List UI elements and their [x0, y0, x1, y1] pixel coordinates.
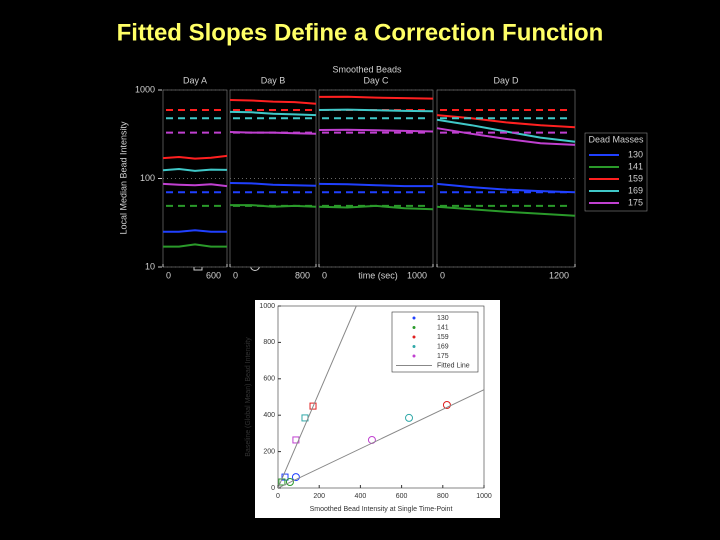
- y-tick-label: 100: [140, 173, 155, 183]
- legend-label: 175: [437, 353, 449, 360]
- y-tick-label: 0: [271, 485, 275, 492]
- x-axis-label: time (sec): [358, 270, 398, 280]
- series-line: [318, 108, 434, 113]
- series-line: [162, 182, 228, 188]
- y-tick-label: 1000: [135, 84, 155, 94]
- legend-label: 175: [628, 197, 643, 207]
- legend-swatch: [412, 326, 416, 329]
- x-tick-label: 800: [437, 493, 449, 500]
- series-line: [163, 229, 227, 233]
- x-tick-label: 0: [166, 270, 171, 280]
- series-line: [318, 128, 434, 133]
- legend-label: 169: [437, 343, 449, 350]
- x-tick-label: 600: [396, 493, 408, 500]
- legend-label: 141: [628, 161, 643, 171]
- series-line: [436, 182, 576, 194]
- x-tick-label: 0: [233, 270, 238, 280]
- y-axis-label: Local Median Bead Intensity: [118, 121, 128, 235]
- x-tick-label: 800: [295, 270, 310, 280]
- series-line: [318, 95, 434, 100]
- panel-title: Day A: [183, 75, 207, 85]
- panel: [229, 89, 317, 268]
- point: [405, 413, 414, 422]
- legend: [584, 132, 648, 212]
- legend-swatch: [412, 345, 416, 348]
- series-line: [436, 114, 576, 129]
- slide-title: Fitted Slopes Define a Correction Functi…: [117, 19, 604, 46]
- x-tick-label: 0: [440, 270, 445, 280]
- legend-label: 169: [628, 185, 643, 195]
- y-tick-label: 400: [263, 412, 275, 419]
- legend-title: Dead Masses: [588, 134, 644, 144]
- point: [291, 473, 300, 482]
- series-line: [162, 154, 228, 160]
- legend: [391, 311, 479, 373]
- x-tick-label: 600: [206, 270, 221, 280]
- y-tick-label: 1000: [259, 303, 275, 310]
- x-tick-label: 0: [322, 270, 327, 280]
- legend-label: 130: [437, 315, 449, 322]
- panel-title: Day C: [363, 75, 389, 85]
- legend-label: 130: [628, 149, 643, 159]
- x-tick-label: 1200: [549, 270, 569, 280]
- point: [309, 402, 317, 410]
- series-line: [162, 167, 228, 172]
- x-tick-label: 0: [276, 493, 280, 500]
- y-tick-label: 800: [263, 339, 275, 346]
- series-line: [229, 110, 317, 117]
- series-line: [229, 131, 317, 135]
- panel-title: Day D: [493, 75, 519, 85]
- series-line: [229, 182, 317, 187]
- series-line: [436, 127, 576, 146]
- legend-label: 141: [437, 324, 449, 331]
- x-axis-label: Smoothed Bead Intensity at Single Time-P…: [310, 506, 453, 513]
- point: [442, 401, 451, 410]
- fitted-line: [278, 306, 484, 488]
- series-line: [163, 243, 227, 248]
- series-line: [436, 118, 576, 143]
- y-tick-label: 600: [263, 376, 275, 383]
- legend-label: 159: [628, 173, 643, 183]
- legend-label: Fitted Line: [437, 362, 470, 369]
- panel-title: Day B: [261, 75, 286, 85]
- series-line: [436, 205, 576, 217]
- y-tick-label: 10: [145, 261, 155, 271]
- point: [285, 477, 294, 486]
- chart-title: Smoothed Beads: [332, 64, 402, 74]
- series-line: [229, 99, 317, 105]
- x-tick-label: 400: [355, 493, 367, 500]
- x-tick-label: 1000: [476, 493, 492, 500]
- series-line: [318, 182, 433, 188]
- series-line: [230, 204, 317, 208]
- legend-swatch: [412, 354, 416, 358]
- x-tick-label: 1000: [407, 270, 427, 280]
- legend-swatch: [412, 316, 416, 320]
- legend-label: 159: [437, 334, 449, 341]
- x-tick-label: 200: [313, 493, 325, 500]
- y-axis-label: Baseline (Global Mean) Bead Intensity: [245, 337, 252, 457]
- legend-swatch: [412, 335, 416, 339]
- y-tick-label: 200: [263, 448, 275, 455]
- series-line: [318, 204, 434, 211]
